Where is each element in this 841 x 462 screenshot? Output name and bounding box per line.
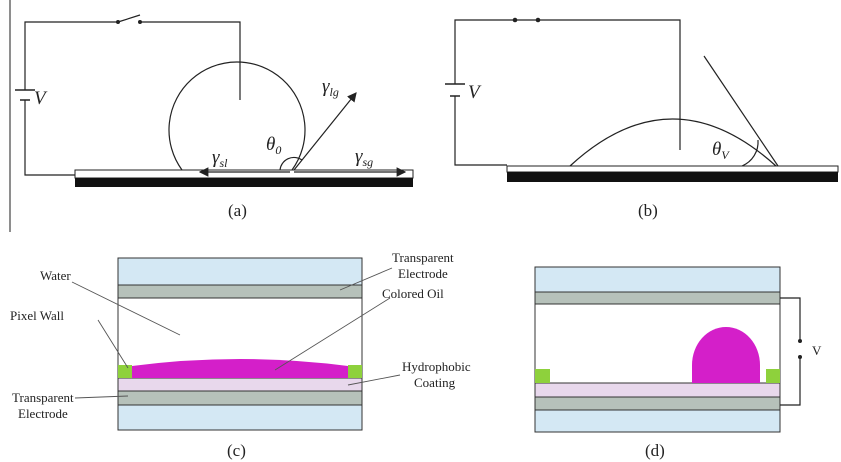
contact bbox=[798, 339, 802, 343]
caption: (a) bbox=[228, 201, 247, 220]
subscript: sg bbox=[363, 155, 374, 169]
bottom-glass bbox=[118, 405, 362, 430]
substrate bbox=[507, 172, 838, 182]
circuit-wire bbox=[780, 298, 800, 405]
voltage-label: V bbox=[34, 88, 48, 109]
circuit-wire bbox=[25, 15, 240, 175]
theta-0: θ0 bbox=[266, 134, 281, 157]
label-bottom-electrode: Electrode bbox=[18, 406, 68, 421]
switch-contact bbox=[536, 18, 541, 23]
label-colored-oil: Colored Oil bbox=[382, 286, 444, 301]
caption: (d) bbox=[645, 441, 665, 460]
top-glass bbox=[118, 258, 362, 285]
label-top-electrode: Electrode bbox=[398, 266, 448, 281]
arrow-lg bbox=[294, 93, 356, 170]
voltage-label: V bbox=[468, 82, 482, 103]
contact bbox=[798, 355, 802, 359]
subscript: lg bbox=[330, 85, 339, 99]
bottom-electrode bbox=[118, 391, 362, 405]
circuit-wire bbox=[455, 20, 680, 165]
label-hydrophobic: Hydrophobic bbox=[402, 359, 471, 374]
top-glass bbox=[535, 267, 780, 292]
top-electrode bbox=[118, 285, 362, 298]
panel-b: V θV (b) bbox=[445, 18, 838, 220]
subscript: sl bbox=[220, 156, 229, 170]
gamma-lg: γlg bbox=[322, 76, 339, 99]
gamma-sg: γsg bbox=[355, 146, 373, 169]
pixel-wall bbox=[535, 369, 550, 383]
electrode bbox=[75, 170, 413, 178]
pixel-wall bbox=[766, 369, 780, 383]
droplet bbox=[570, 119, 776, 166]
top-electrode bbox=[535, 292, 780, 304]
subscript: V bbox=[721, 148, 730, 162]
bottom-electrode bbox=[535, 397, 780, 410]
pixel-wall bbox=[118, 365, 132, 378]
diagram: V γlg θ0 γsl γsg (a) V θV (b) Water Tran… bbox=[0, 0, 841, 462]
caption: (c) bbox=[227, 441, 246, 460]
label-pixel-wall: Pixel Wall bbox=[10, 308, 64, 323]
substrate bbox=[75, 178, 413, 187]
gamma-sl: γsl bbox=[212, 147, 228, 170]
switch-contact bbox=[116, 20, 120, 24]
electrode bbox=[507, 166, 838, 172]
label-hydrophobic: Coating bbox=[414, 375, 456, 390]
label-water: Water bbox=[40, 268, 71, 283]
panel-a: V γlg θ0 γsl γsg (a) bbox=[10, 0, 413, 232]
symbol: θ bbox=[266, 134, 275, 155]
angle-arc bbox=[742, 140, 758, 166]
panel-c: Water Transparent Electrode Pixel Wall C… bbox=[10, 250, 471, 460]
switch-contact bbox=[513, 18, 518, 23]
theta-v: θV bbox=[712, 139, 730, 162]
hydrophobic-coating bbox=[118, 378, 362, 391]
pixel-wall bbox=[348, 365, 362, 378]
label-top-electrode: Transparent bbox=[392, 250, 454, 265]
symbol: θ bbox=[712, 139, 721, 160]
subscript: 0 bbox=[275, 143, 281, 157]
caption: (b) bbox=[638, 201, 658, 220]
bottom-glass bbox=[535, 410, 780, 432]
voltage-label: V bbox=[812, 343, 822, 358]
label-bottom-electrode: Transparent bbox=[12, 390, 74, 405]
droplet bbox=[169, 62, 305, 170]
switch-contact bbox=[138, 20, 142, 24]
panel-d: V (d) bbox=[535, 267, 822, 460]
hydrophobic-coating bbox=[535, 383, 780, 397]
